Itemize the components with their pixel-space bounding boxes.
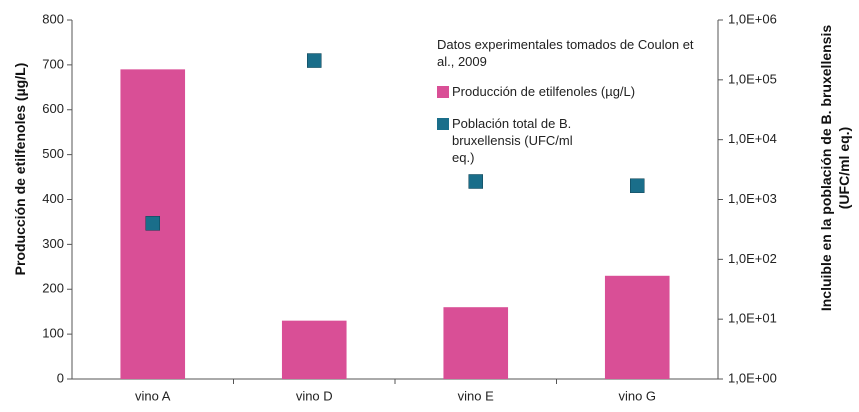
bar bbox=[443, 307, 509, 379]
bar bbox=[281, 320, 347, 379]
y2-tick-label: 1,0E+01 bbox=[728, 311, 777, 326]
x-tick-label: vino G bbox=[618, 388, 656, 403]
y-tick-label: 200 bbox=[42, 281, 64, 296]
y-tick-label: 300 bbox=[42, 236, 64, 251]
y2-tick-label: 1,0E+06 bbox=[728, 11, 777, 26]
bar bbox=[604, 275, 670, 379]
y-tick-label: 700 bbox=[42, 56, 64, 71]
legend-swatch bbox=[437, 118, 449, 130]
y2-tick-label: 1,0E+00 bbox=[728, 370, 777, 385]
legend-label: Población total de B. bruxellensis (UFC/… bbox=[452, 116, 573, 165]
annotation: Datos experimentales tomados de Coulon e… bbox=[437, 37, 694, 69]
marker bbox=[145, 216, 160, 231]
marker bbox=[468, 174, 483, 189]
x-tick-label: vino A bbox=[135, 388, 171, 403]
y-tick-label: 800 bbox=[42, 11, 64, 26]
y2-tick-label: 1,0E+02 bbox=[728, 251, 777, 266]
legend-label: Producción de etilfenoles (µg/L) bbox=[452, 84, 636, 99]
marker bbox=[307, 53, 322, 68]
y-tick-label: 0 bbox=[57, 370, 64, 385]
y-tick-label: 500 bbox=[42, 146, 64, 161]
y2-tick-label: 1,0E+03 bbox=[728, 191, 777, 206]
x-tick-label: vino E bbox=[458, 388, 494, 403]
y2-tick-label: 1,0E+05 bbox=[728, 71, 777, 86]
y2-axis-label: Incluible en la población de B. bruxelle… bbox=[818, 24, 852, 312]
x-tick-label: vino D bbox=[296, 388, 333, 403]
y-tick-label: 600 bbox=[42, 101, 64, 116]
y-tick-label: 100 bbox=[42, 326, 64, 341]
y-axis-label: Producción de etilfenoles (µg/L) bbox=[12, 62, 28, 276]
y2-tick-label: 1,0E+04 bbox=[728, 131, 777, 146]
y-tick-label: 400 bbox=[42, 191, 64, 206]
legend-swatch bbox=[437, 86, 449, 98]
marker bbox=[630, 178, 645, 193]
